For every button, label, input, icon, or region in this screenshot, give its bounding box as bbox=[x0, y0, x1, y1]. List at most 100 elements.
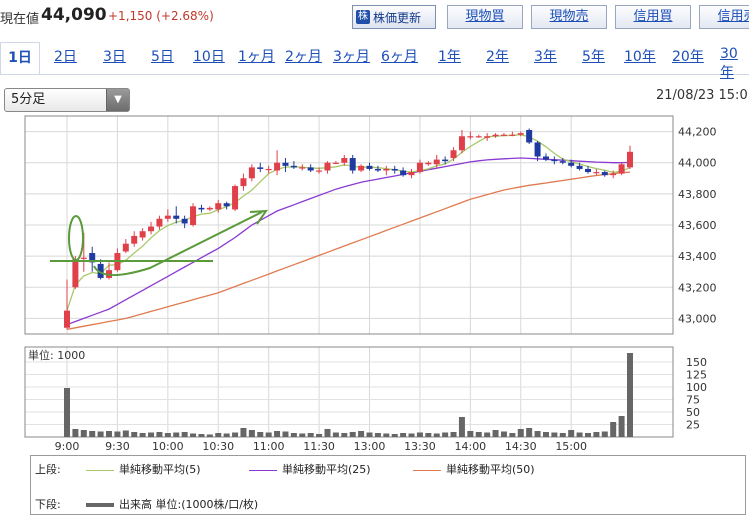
time-tick-label: 10:00 bbox=[152, 440, 184, 453]
refresh-quote-label: 株価更新 bbox=[373, 10, 422, 25]
volume-bar bbox=[374, 433, 381, 437]
volume-bar bbox=[97, 431, 104, 437]
time-tick-label: 11:00 bbox=[253, 440, 285, 453]
volume-bar bbox=[593, 432, 600, 437]
volume-bar bbox=[400, 433, 407, 437]
volume-bar bbox=[181, 432, 188, 437]
volume-bar bbox=[467, 431, 474, 437]
volume-unit-label: 単位: 1000 bbox=[28, 348, 85, 362]
candle-up bbox=[618, 164, 625, 174]
candle-up bbox=[492, 134, 499, 137]
time-tick-label: 15:00 bbox=[555, 440, 587, 453]
candle-down bbox=[290, 165, 297, 168]
tab-5day[interactable]: 5日 bbox=[151, 49, 174, 65]
price-axis: 44,200 44,000 43,800 43,600 43,400 43,200 43,0… bbox=[678, 126, 717, 326]
margin-sell-button[interactable]: 信用売 bbox=[699, 5, 749, 29]
candlesticks bbox=[64, 128, 633, 330]
candle-up bbox=[80, 257, 87, 259]
tab-10day[interactable]: 10日 bbox=[193, 49, 225, 65]
tab-6month[interactable]: 6ヶ月 bbox=[381, 49, 418, 65]
candle-down bbox=[173, 215, 180, 219]
candle-down bbox=[551, 159, 558, 162]
cash-sell-button[interactable]: 現物売 bbox=[531, 5, 607, 29]
tab-2day[interactable]: 2日 bbox=[54, 49, 77, 65]
candle-down bbox=[542, 156, 549, 160]
candle-up bbox=[156, 218, 163, 227]
hand-annotation bbox=[50, 209, 268, 277]
current-price-label: 現在値 bbox=[0, 12, 40, 27]
candle-down bbox=[601, 172, 608, 176]
volume-bar bbox=[190, 433, 197, 437]
volume-bar bbox=[156, 432, 163, 437]
candle-down bbox=[584, 168, 591, 173]
candle-down bbox=[400, 170, 407, 176]
volume-bar bbox=[332, 432, 339, 437]
volume-bar bbox=[106, 431, 113, 437]
annotation-arrow-head bbox=[249, 209, 268, 225]
price-chart: 44,200 44,000 43,800 43,600 43,400 43,200 43,0… bbox=[24, 115, 717, 453]
price-change: +1,150 (+2.68%) bbox=[108, 9, 214, 23]
tab-20year[interactable]: 20年 bbox=[672, 49, 704, 65]
volume-bar bbox=[627, 353, 633, 437]
price-tick-label: 43,200 bbox=[678, 281, 717, 294]
refresh-quote-button[interactable]: 株 株価更新 bbox=[352, 5, 436, 29]
tab-10year[interactable]: 10年 bbox=[624, 49, 656, 65]
tab-1day[interactable]: 1日 bbox=[0, 42, 40, 74]
time-tick-label: 14:00 bbox=[454, 440, 486, 453]
candle-up bbox=[148, 226, 155, 232]
price-tick-label: 43,000 bbox=[678, 312, 717, 325]
candle-up bbox=[593, 172, 600, 174]
tab-3year[interactable]: 3年 bbox=[534, 49, 557, 65]
cash-buy-button[interactable]: 現物買 bbox=[447, 5, 523, 29]
candle-down bbox=[307, 167, 314, 171]
chevron-down-icon[interactable]: ▼ bbox=[106, 89, 129, 111]
period-tabs: 1日 2日 3日 5日 10日 1ヶ月 2ヶ月 3ヶ月 6ヶ月 1年 2年 3年… bbox=[0, 42, 749, 81]
volume-bar bbox=[568, 430, 575, 437]
tab-3month[interactable]: 3ヶ月 bbox=[333, 49, 370, 65]
tab-5year[interactable]: 5年 bbox=[582, 49, 605, 65]
candle-up bbox=[131, 235, 138, 244]
volume-tick-label: 50 bbox=[686, 406, 700, 419]
tab-2year[interactable]: 2年 bbox=[486, 49, 509, 65]
time-tick-label: 9:00 bbox=[55, 440, 80, 453]
tab-1month[interactable]: 1ヶ月 bbox=[238, 49, 275, 65]
ma50-line bbox=[66, 171, 631, 330]
candle-down bbox=[89, 253, 96, 263]
interval-select[interactable]: 5分足 ▼ bbox=[4, 88, 130, 112]
candle-up bbox=[248, 167, 255, 179]
volume-bar bbox=[122, 430, 129, 437]
price-tick-label: 44,200 bbox=[678, 126, 717, 139]
volume-bar bbox=[206, 434, 213, 437]
tab-3day[interactable]: 3日 bbox=[103, 49, 126, 65]
time-tick-label: 13:00 bbox=[354, 440, 386, 453]
current-price-value: 44,090 bbox=[41, 5, 107, 25]
volume-bar bbox=[299, 433, 306, 437]
volume-bar bbox=[484, 432, 491, 437]
volume-bar bbox=[148, 432, 155, 437]
tab-30year[interactable]: 30年 bbox=[720, 46, 738, 81]
volume-bar bbox=[248, 430, 255, 437]
chart-legend: 上段: 単純移動平均(5) 単純移動平均(25) 単純移動平均(50) 下段: … bbox=[30, 455, 746, 515]
volume-bar bbox=[240, 428, 247, 437]
volume-bar bbox=[64, 388, 70, 437]
volume-bar bbox=[383, 433, 390, 437]
tab-2month[interactable]: 2ヶ月 bbox=[285, 49, 322, 65]
volume-bar bbox=[173, 432, 180, 437]
candle-down bbox=[374, 168, 381, 171]
candle-up bbox=[240, 178, 247, 187]
legend-volume-label: 出来高 単位:(1000株/口/枚) bbox=[119, 498, 259, 511]
margin-buy-button[interactable]: 信用買 bbox=[615, 5, 691, 29]
candle-down bbox=[391, 168, 398, 171]
candle-up bbox=[509, 134, 516, 136]
volume-bar bbox=[131, 432, 138, 437]
time-tick-label: 11:30 bbox=[303, 440, 335, 453]
volume-bar bbox=[559, 433, 566, 437]
volume-bar bbox=[324, 429, 331, 437]
time-tick-label: 10:30 bbox=[202, 440, 234, 453]
tab-1year[interactable]: 1年 bbox=[438, 49, 461, 65]
volume-bar bbox=[198, 434, 205, 437]
volume-bar bbox=[164, 433, 171, 437]
volume-bar bbox=[601, 431, 608, 437]
candle-down bbox=[559, 161, 566, 163]
candle-up bbox=[425, 162, 432, 165]
